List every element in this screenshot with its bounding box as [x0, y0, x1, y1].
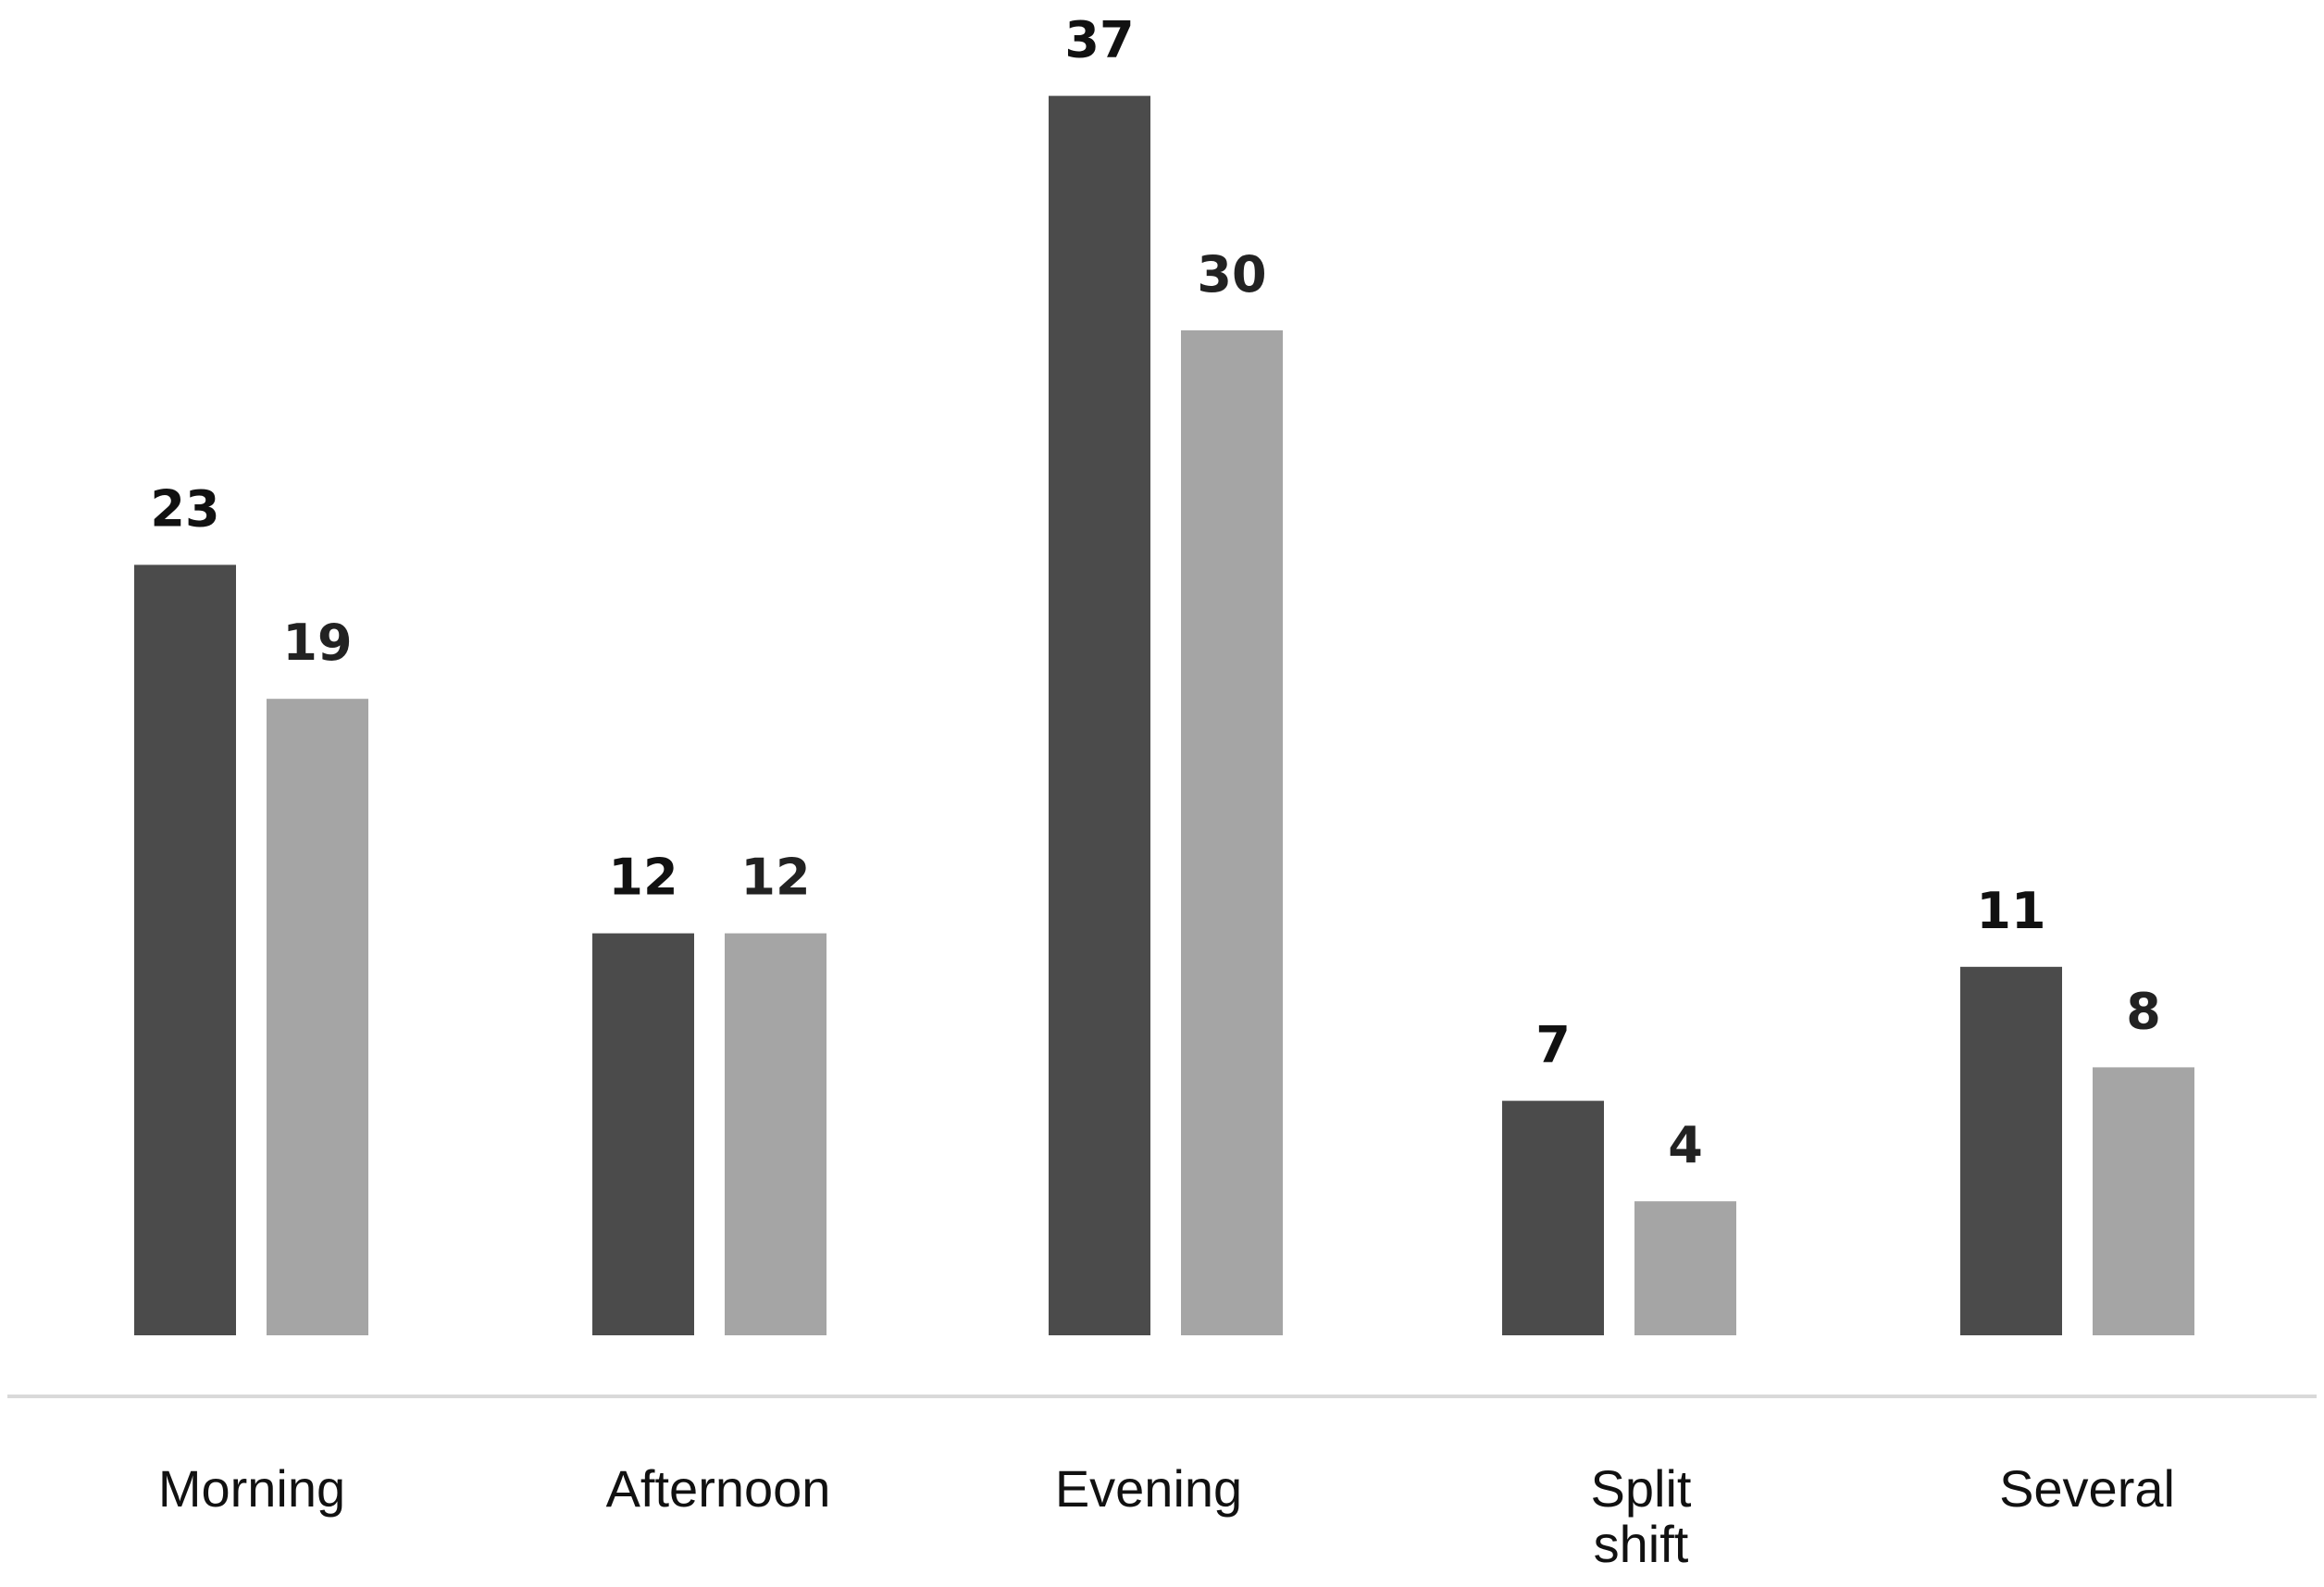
category-labels-layer: Morning Afternoon Evening Split shift Several	[158, 1459, 2175, 1573]
value-labels-layer: 23 19 12 12 37 30 7 4 11 8	[150, 11, 2160, 1175]
category-label-line: shift	[1594, 1515, 1689, 1573]
bar-several-series-2	[2093, 1067, 2194, 1335]
value-label-evening-series-1: 37	[1064, 11, 1134, 69]
value-label-several-series-2: 8	[2126, 982, 2161, 1040]
bar-split-shift-series-2	[1634, 1201, 1736, 1335]
bar-evening-series-2	[1181, 330, 1283, 1335]
bar-several-series-1	[1960, 966, 2062, 1335]
value-label-afternoon-series-2: 12	[740, 849, 810, 907]
bar-evening-series-1	[1049, 95, 1150, 1336]
category-label-evening: Evening	[1055, 1459, 1242, 1518]
bar-split-shift-series-1	[1502, 1100, 1604, 1335]
category-label-split-shift: Split shift	[1591, 1459, 1692, 1573]
value-label-evening-series-2: 30	[1197, 245, 1266, 304]
value-label-morning-series-2: 19	[282, 614, 352, 672]
category-label-afternoon: Afternoon	[606, 1459, 831, 1518]
value-label-split-shift-series-2: 4	[1668, 1116, 1703, 1174]
category-label-line: Split	[1591, 1459, 1692, 1518]
category-label-morning: Morning	[158, 1459, 345, 1518]
value-label-afternoon-series-1: 12	[608, 849, 677, 907]
value-label-split-shift-series-1: 7	[1535, 1016, 1571, 1074]
bar-morning-series-1	[134, 564, 236, 1335]
category-label-several: Several	[1999, 1459, 2175, 1518]
category-label-line: Evening	[1055, 1459, 1242, 1518]
value-label-morning-series-1: 23	[150, 479, 219, 538]
category-label-line: Morning	[158, 1459, 345, 1518]
category-label-line: Afternoon	[606, 1459, 831, 1518]
category-label-line: Several	[1999, 1459, 2175, 1518]
bar-afternoon-series-2	[725, 933, 826, 1335]
value-label-several-series-1: 11	[1976, 882, 2045, 940]
bars-layer	[134, 95, 2194, 1336]
bar-afternoon-series-1	[592, 933, 694, 1335]
bar-morning-series-2	[267, 699, 368, 1335]
